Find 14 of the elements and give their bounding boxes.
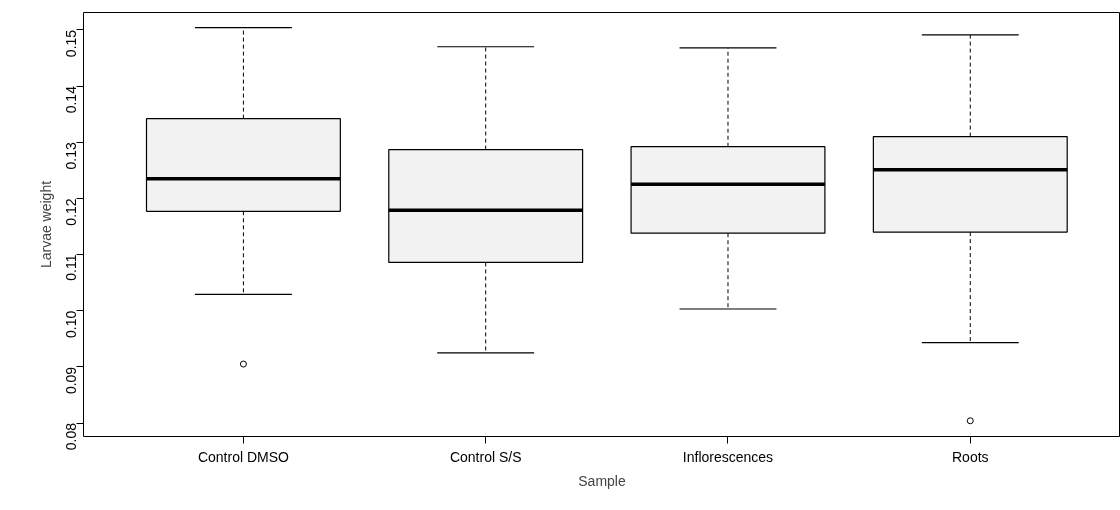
y-tick-label: 0.08	[63, 422, 80, 451]
x-tick-label: Control DMSO	[197, 448, 290, 465]
y-tick-label: 0.09	[63, 366, 80, 395]
y-tick-label: 0.12	[63, 198, 80, 226]
y-tick-label: 0.13	[63, 142, 80, 170]
y-tick-label: 0.14	[63, 85, 80, 114]
x-tick-label: Roots	[951, 448, 989, 465]
y-axis-title: Larvae weight	[37, 180, 54, 269]
x-tick-label: Inflorescences	[682, 448, 774, 465]
y-tick-label: 0.10	[63, 310, 80, 338]
y-tick-label: 0.11	[63, 254, 80, 281]
x-axis-title: Sample	[578, 472, 626, 489]
x-tick-label: Control S/S	[449, 448, 522, 465]
y-tick-label: 0.15	[63, 29, 80, 58]
